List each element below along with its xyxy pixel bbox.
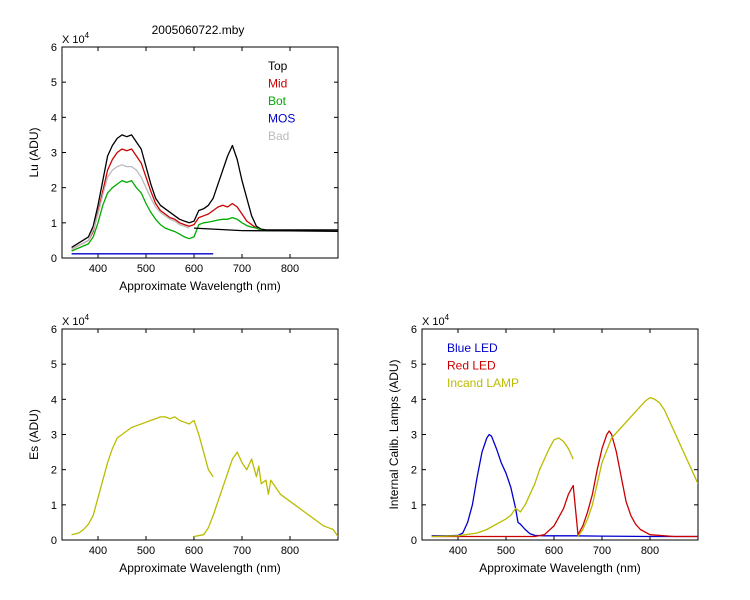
lu-plot-frame (61, 46, 339, 259)
lu-y-tick-label: 3 (51, 148, 57, 160)
lu-y-tick-label: 6 (51, 42, 57, 54)
lu-series-top (71, 134, 338, 248)
lamps-y-tick-label: 4 (411, 394, 417, 406)
lamps-x-tick-label: 400 (449, 545, 467, 557)
lu-y-tick-label: 0 (51, 253, 57, 265)
lu-legend-bot: Bot (268, 94, 287, 108)
lamps-y-tick-label: 2 (411, 465, 417, 477)
lu-x-tick-label: 700 (233, 263, 251, 275)
es-y-tick-label: 6 (51, 324, 57, 336)
lamps-legend-incand-lamp: Incand LAMP (447, 376, 519, 390)
lu-y-tick-label: 5 (51, 77, 57, 89)
es-y-tick-label: 3 (51, 430, 57, 442)
lamps-y-exponent-base: X 10 (422, 316, 445, 328)
es-x-tick-label: 800 (281, 545, 299, 557)
es-y-exponent: X 104 (62, 313, 90, 328)
es-y-tick-label: 5 (51, 359, 57, 371)
lu-series-line-5 (193, 227, 338, 232)
lu-x-tick-label: 800 (281, 263, 299, 275)
es-x-axis-label: Approximate Wavelength (nm) (119, 561, 281, 575)
lamps-y-tick-label: 6 (411, 324, 417, 336)
lu-y-tick-label: 1 (51, 218, 57, 230)
es-series-line-1 (193, 451, 338, 538)
es-plot-frame (61, 328, 339, 541)
lamps-y-exponent-power: 4 (445, 313, 450, 322)
es-y-tick-label: 0 (51, 535, 57, 547)
lu-y-tick-label: 2 (51, 183, 57, 195)
lu-x-tick-label: 500 (137, 263, 155, 275)
es-y-tick-label: 4 (51, 394, 57, 406)
lamps-x-tick-label: 500 (497, 545, 515, 557)
lamps-y-tick-label: 1 (411, 500, 417, 512)
lamps-series-incand-lamp (431, 437, 574, 538)
lu-series-bot (71, 179, 262, 252)
lu-y-tick-label: 4 (51, 112, 57, 124)
lamps-legend-blue-led: Blue LED (447, 341, 498, 355)
lamps-y-tick-label: 3 (411, 430, 417, 442)
lamps-x-axis-label: Approximate Wavelength (nm) (479, 561, 641, 575)
es-y-axis-label: Es (ADU) (27, 409, 41, 460)
lu-series-bad (71, 164, 190, 250)
lu-y-axis-label: Lu (ADU) (27, 127, 41, 177)
lamps-x-tick-label: 800 (641, 545, 659, 557)
es-series-line-0 (71, 416, 214, 536)
lamps-y-tick-label: 0 (411, 535, 417, 547)
es-x-tick-label: 700 (233, 545, 251, 557)
lamps-series-line-3 (577, 396, 698, 537)
es-y-tick-label: 1 (51, 500, 57, 512)
lu-legend-top: Top (268, 59, 288, 73)
lamps-y-exponent: X 104 (422, 313, 450, 328)
lamps-y-tick-label: 5 (411, 359, 417, 371)
es-y-exponent-power: 4 (85, 313, 90, 322)
lu-legend-mos: MOS (268, 112, 295, 126)
es-y-tick-label: 2 (51, 465, 57, 477)
figure-title: 2005060722.mby (152, 23, 245, 37)
lu-x-tick-label: 400 (89, 263, 107, 275)
lu-y-exponent-power: 4 (85, 31, 90, 40)
lu-series-mid (71, 148, 262, 250)
lamps-series-blue-led (431, 433, 698, 538)
es-x-tick-label: 400 (89, 545, 107, 557)
es-y-exponent-base: X 10 (62, 316, 85, 328)
lamps-series-red-led (431, 430, 698, 538)
lamps-x-tick-label: 700 (593, 545, 611, 557)
lu-legend-bad: Bad (268, 129, 289, 143)
lu-y-exponent: X 104 (62, 31, 90, 46)
lamps-y-axis-label: Internal Calib. Lamps (ADU) (387, 359, 401, 509)
lu-x-axis-label: Approximate Wavelength (nm) (119, 279, 281, 293)
es-x-tick-label: 600 (185, 545, 203, 557)
lamps-legend-red-led: Red LED (447, 359, 496, 373)
lu-legend-mid: Mid (268, 77, 287, 91)
lamps-x-tick-label: 600 (545, 545, 563, 557)
lu-y-exponent-base: X 10 (62, 34, 85, 46)
es-x-tick-label: 500 (137, 545, 155, 557)
lu-x-tick-label: 600 (185, 263, 203, 275)
